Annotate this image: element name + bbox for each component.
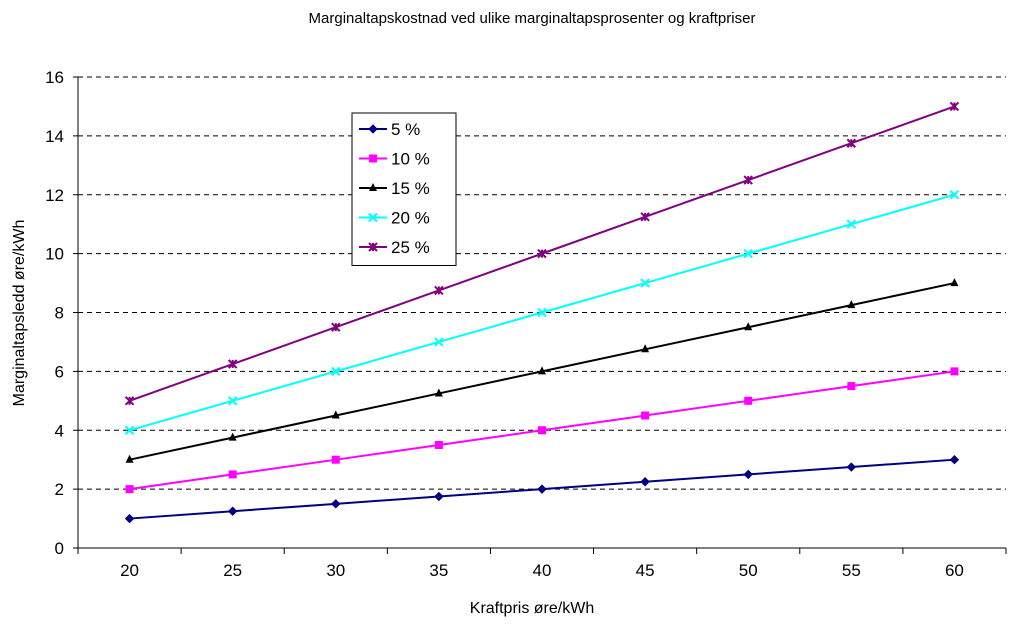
- data-point-marker: [124, 396, 135, 406]
- y-tick-label: 4: [55, 421, 64, 440]
- legend-label: 15 %: [391, 179, 430, 198]
- y-tick-label: 0: [55, 539, 64, 558]
- series-5: [124, 101, 960, 406]
- y-tick-label: 2: [55, 480, 64, 499]
- data-point-marker: [743, 175, 753, 185]
- data-point-marker: [331, 455, 340, 464]
- series-2: [125, 367, 959, 494]
- data-point-marker: [744, 396, 753, 405]
- data-point-marker: [228, 470, 237, 479]
- x-tick-label: 25: [223, 561, 242, 580]
- legend-label: 10 %: [391, 150, 430, 169]
- data-point-marker: [949, 101, 960, 112]
- series: [124, 101, 960, 524]
- data-point-marker: [950, 278, 959, 287]
- data-point-marker: [434, 285, 444, 296]
- y-tick-label: 6: [55, 362, 64, 381]
- data-point-marker: [847, 382, 856, 391]
- data-point-marker: [124, 425, 135, 435]
- series-4: [124, 190, 960, 435]
- data-point-marker: [369, 183, 377, 191]
- chart-title: Marginaltapskostnad ved ulike marginalta…: [309, 10, 756, 27]
- data-point-marker: [949, 454, 960, 465]
- data-point-marker: [847, 300, 856, 309]
- data-point-marker: [641, 411, 650, 420]
- legend-box: [351, 112, 457, 266]
- data-point-marker: [537, 248, 547, 259]
- data-point-marker: [227, 359, 238, 369]
- data-point-marker: [331, 499, 341, 509]
- data-point-marker: [950, 367, 959, 376]
- x-axis-title: Kraftpris øre/kWh: [470, 600, 594, 617]
- data-point-marker: [434, 388, 443, 397]
- y-tick-label: 8: [55, 304, 64, 323]
- x-tick-label: 35: [429, 561, 448, 580]
- legend-item: 15 %: [359, 179, 430, 198]
- data-point-marker: [368, 242, 378, 252]
- legend-label: 20 %: [391, 209, 430, 228]
- data-point-marker: [640, 212, 650, 222]
- x-tick-label: 60: [945, 561, 964, 580]
- legend-item: 20 %: [359, 209, 430, 228]
- data-point-marker: [125, 454, 134, 463]
- data-point-marker: [846, 462, 857, 472]
- data-point-marker: [227, 506, 238, 516]
- data-point-marker: [846, 219, 857, 229]
- data-point-marker: [434, 491, 444, 502]
- data-point-marker: [228, 432, 237, 441]
- data-point-marker: [227, 396, 238, 406]
- data-point-marker: [331, 322, 341, 332]
- x-tick-label: 40: [533, 561, 552, 580]
- x-tick-label: 30: [326, 561, 345, 580]
- data-point-marker: [537, 307, 547, 318]
- y-tick-label: 14: [45, 127, 64, 146]
- series-3: [125, 278, 959, 463]
- data-point-marker: [125, 485, 134, 494]
- x-tick-label: 45: [636, 561, 655, 580]
- data-point-marker: [368, 124, 378, 134]
- data-point-marker: [434, 337, 444, 347]
- data-point-marker: [537, 484, 547, 494]
- legend-label: 25 %: [391, 238, 430, 257]
- y-tick-label: 10: [45, 245, 64, 264]
- y-axis-title: Marginaltapsledd øre/kWh: [11, 220, 28, 407]
- y-tick-label: 16: [45, 68, 64, 87]
- data-point-marker: [369, 154, 377, 163]
- data-point-marker: [331, 410, 340, 419]
- data-point-marker: [640, 477, 650, 487]
- data-point-marker: [641, 344, 650, 353]
- data-point-marker: [744, 322, 753, 331]
- data-point-marker: [538, 366, 546, 375]
- x-tick-label: 50: [739, 561, 758, 580]
- data-point-marker: [331, 366, 341, 377]
- data-point-marker: [949, 190, 960, 200]
- data-point-marker: [743, 248, 753, 259]
- data-point-marker: [743, 469, 753, 480]
- data-point-marker: [434, 440, 443, 449]
- data-point-marker: [124, 513, 135, 524]
- data-point-marker: [538, 426, 546, 435]
- x-tick-label: 20: [120, 561, 139, 580]
- x-tick-label: 55: [842, 561, 861, 580]
- data-point-marker: [640, 278, 650, 288]
- series-1: [124, 454, 960, 524]
- legend: 5 % 10 % 15 % 20 % 25 %: [351, 112, 457, 266]
- legend-item: 10 %: [359, 150, 430, 169]
- axes: 0 2 4 6 8 10 12 14 16 20 25 30 35 40 45 50 55 60: [45, 68, 1007, 580]
- data-point-marker: [846, 138, 857, 148]
- legend-item: 25 %: [359, 238, 430, 257]
- y-tick-label: 12: [45, 186, 64, 205]
- data-point-marker: [368, 212, 378, 223]
- legend-item: 5 %: [359, 120, 420, 139]
- legend-label: 5 %: [391, 120, 420, 139]
